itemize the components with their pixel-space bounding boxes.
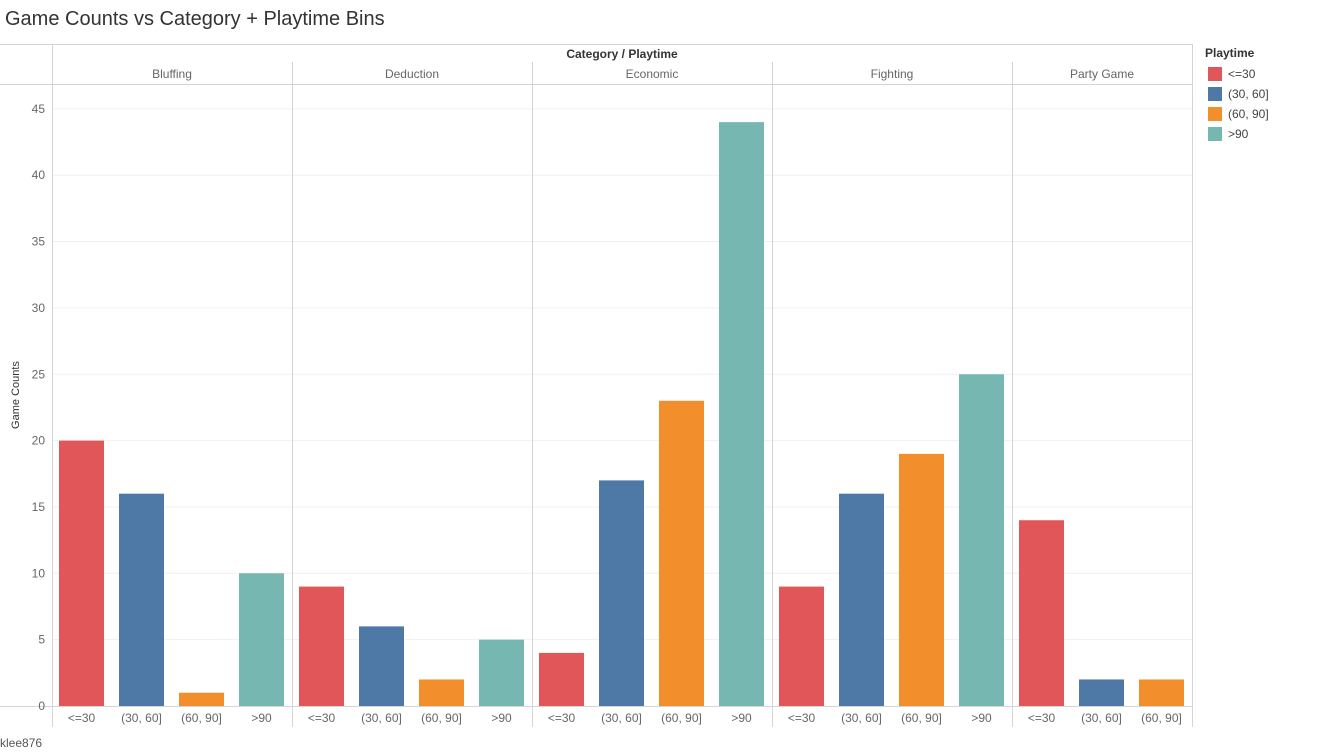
x-tick-label: (60, 90] [421, 711, 462, 725]
bar-economic-2[interactable] [659, 401, 704, 706]
y-tick-label: 20 [32, 434, 46, 448]
bar-deduction-3[interactable] [479, 640, 524, 706]
x-tick-label: <=30 [1028, 711, 1056, 725]
chart-frame [0, 44, 1193, 727]
x-tick-label: (30, 60] [1081, 711, 1122, 725]
x-tick-label: >90 [251, 711, 272, 725]
legend-swatch [1208, 127, 1222, 141]
legend-swatch [1208, 107, 1222, 121]
x-tick-label: (60, 90] [1141, 711, 1182, 725]
y-tick-label: 35 [32, 235, 46, 249]
bar-bluffing-3[interactable] [239, 573, 284, 706]
bars [59, 122, 1184, 706]
author-label: klee876 [0, 736, 42, 750]
bar-deduction-0[interactable] [299, 587, 344, 706]
legend-item-le30[interactable]: <=30 [1205, 64, 1335, 84]
bar-fighting-2[interactable] [899, 454, 944, 706]
bar-fighting-3[interactable] [959, 374, 1004, 706]
x-tick-label: (30, 60] [601, 711, 642, 725]
y-tick-label: 15 [32, 500, 46, 514]
x-tick-label: <=30 [308, 711, 336, 725]
legend-title: Playtime [1205, 46, 1335, 60]
y-tick-label: 5 [38, 633, 45, 647]
legend-label: (60, 90] [1228, 107, 1269, 121]
category-header: Party Game [1070, 67, 1134, 81]
category-header: Bluffing [152, 67, 192, 81]
header-label: Category / Playtime [566, 47, 678, 61]
category-header: Economic [626, 67, 679, 81]
bar-bluffing-2[interactable] [179, 693, 224, 706]
bar-fighting-0[interactable] [779, 587, 824, 706]
x-tick-label: (60, 90] [181, 711, 222, 725]
x-tick-label: >90 [491, 711, 512, 725]
legend-label: >90 [1228, 127, 1248, 141]
y-axis-label: Game Counts [10, 361, 22, 429]
bar-party-game-2[interactable] [1139, 679, 1184, 706]
bar-bluffing-1[interactable] [119, 494, 164, 706]
y-tick-label: 25 [32, 367, 46, 381]
bar-fighting-1[interactable] [839, 494, 884, 706]
legend-label: <=30 [1228, 67, 1255, 81]
category-headers: Bluffing Deduction Economic Fighting Party G… [152, 67, 1134, 81]
x-tick-label: <=30 [548, 711, 576, 725]
legend-swatch [1208, 87, 1222, 101]
bar-economic-3[interactable] [719, 122, 764, 706]
y-tick-label: 40 [32, 168, 46, 182]
bar-deduction-2[interactable] [419, 679, 464, 706]
x-tick-label: <=30 [788, 711, 816, 725]
x-axis: <=30 (30, 60] (60, 90] >90 <=30 (30, 60] (60, … [68, 711, 1182, 725]
bar-chart: Category / Playtime Bluffing Deduction Eco… [0, 0, 1200, 735]
bar-economic-0[interactable] [539, 653, 584, 706]
bar-economic-1[interactable] [599, 480, 644, 706]
x-tick-label: (60, 90] [901, 711, 942, 725]
y-tick-label: 45 [32, 102, 46, 116]
x-tick-label: (30, 60] [841, 711, 882, 725]
x-tick-label: >90 [971, 711, 992, 725]
legend-label: (30, 60] [1228, 87, 1269, 101]
x-tick-label: (30, 60] [361, 711, 402, 725]
legend-item-60-90[interactable]: (60, 90] [1205, 104, 1335, 124]
legend-swatch [1208, 67, 1222, 81]
x-tick-label: (60, 90] [661, 711, 702, 725]
y-tick-label: 30 [32, 301, 46, 315]
category-header: Deduction [385, 67, 439, 81]
legend: Playtime <=30 (30, 60] (60, 90] >90 [1205, 46, 1335, 144]
x-tick-label: >90 [731, 711, 752, 725]
bar-deduction-1[interactable] [359, 626, 404, 706]
y-tick-label: 0 [38, 699, 45, 713]
bar-party-game-0[interactable] [1019, 520, 1064, 706]
legend-item-gt90[interactable]: >90 [1205, 124, 1335, 144]
legend-item-30-60[interactable]: (30, 60] [1205, 84, 1335, 104]
x-tick-label: <=30 [68, 711, 96, 725]
bar-bluffing-0[interactable] [59, 441, 104, 706]
y-axis: 0 5 10 15 20 25 30 35 40 45 [32, 102, 46, 713]
x-tick-label: (30, 60] [121, 711, 162, 725]
y-tick-label: 10 [32, 566, 46, 580]
bar-party-game-1[interactable] [1079, 679, 1124, 706]
category-header: Fighting [871, 67, 914, 81]
